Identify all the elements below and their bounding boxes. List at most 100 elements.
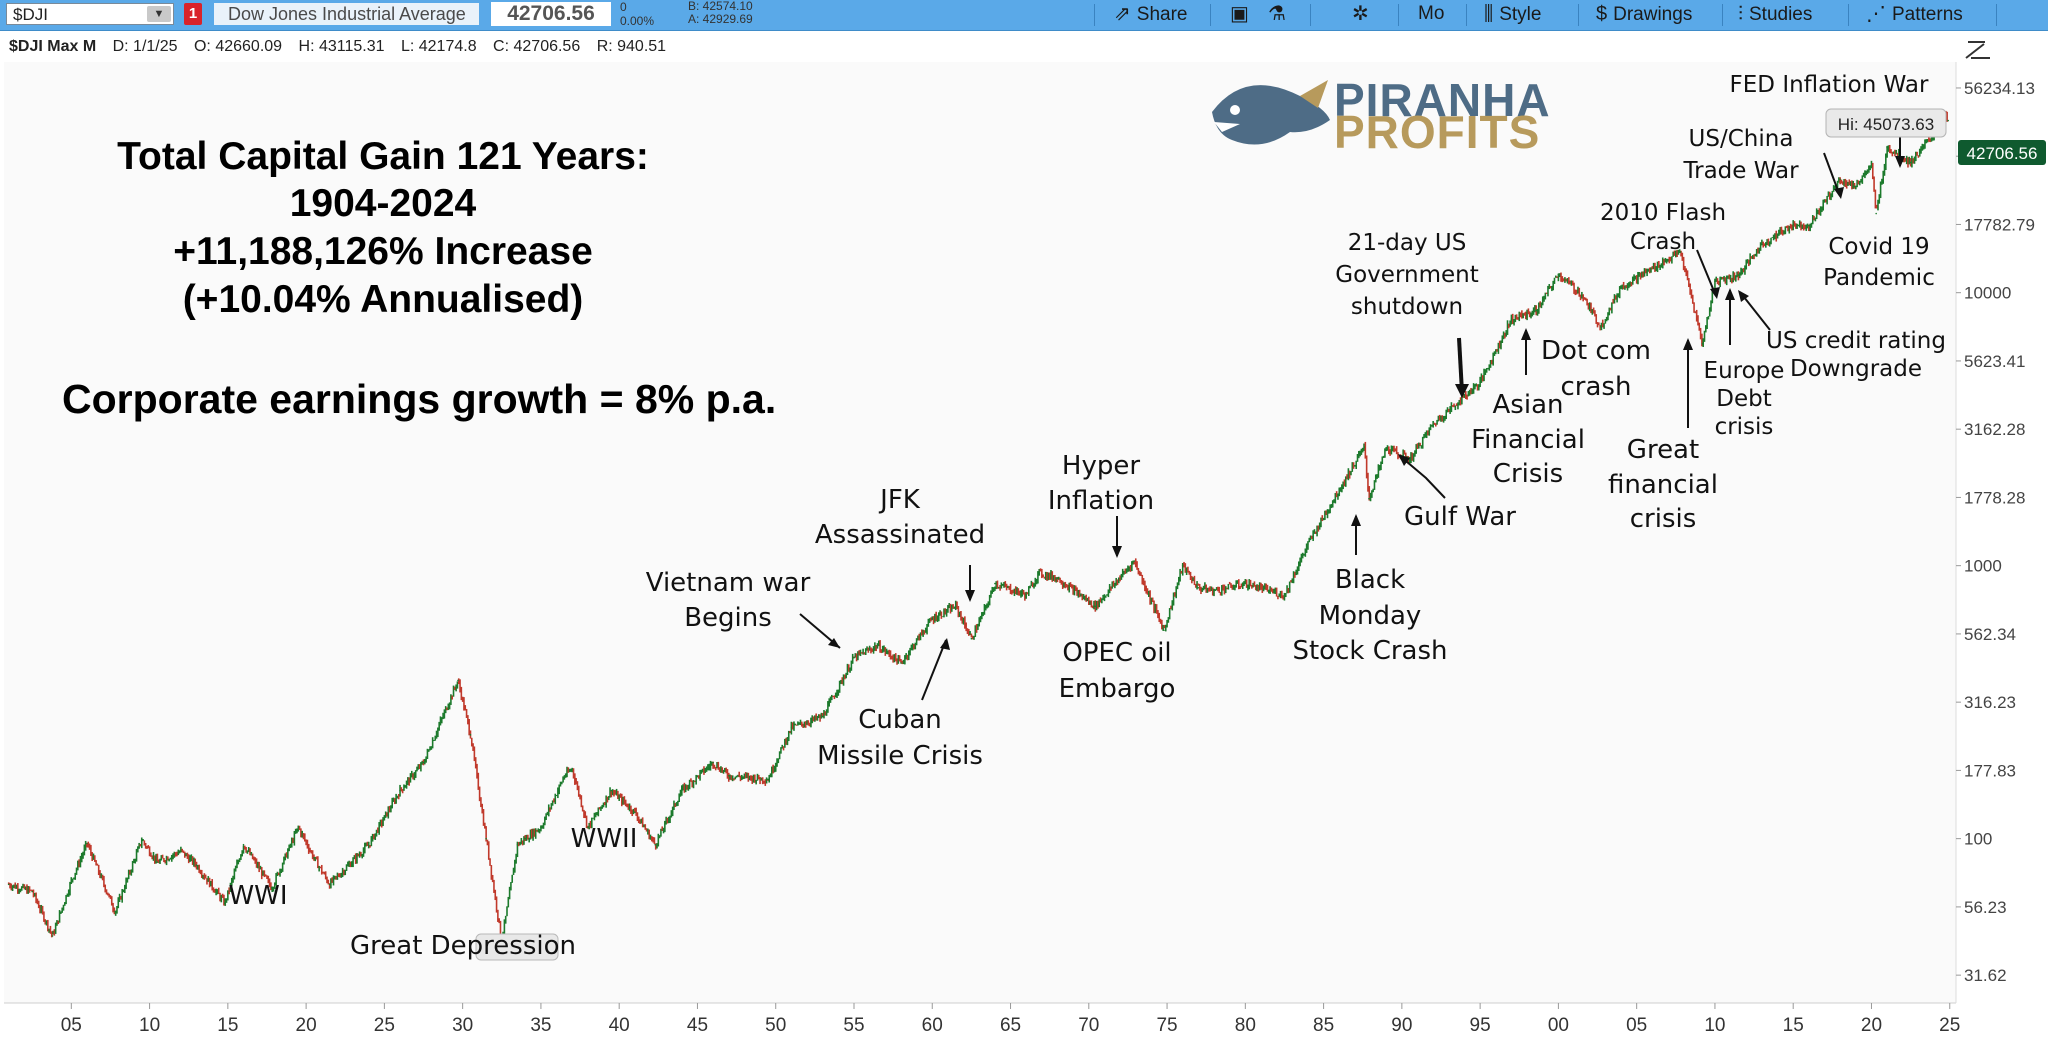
- series-point: [1909, 161, 1912, 164]
- series-point: [297, 826, 300, 829]
- series-point: [1808, 224, 1810, 227]
- change-block: 0 0.00%: [620, 0, 654, 28]
- share-button[interactable]: ⇗ Share: [1114, 0, 1187, 30]
- separator: [1094, 4, 1095, 26]
- drawings-button[interactable]: $ Drawings: [1596, 0, 1692, 30]
- series-point: [821, 715, 824, 718]
- series-point: [1853, 185, 1856, 188]
- series-point: [156, 861, 159, 863]
- series-point: [1557, 273, 1560, 275]
- x-axis: 05 10 15 20 25 30 35 40 45 50 55 60 65 70 75 80 85 90 95 00…: [61, 1003, 1960, 1036]
- x-tick-label: 70: [1078, 1015, 1099, 1036]
- arrowhead-icon: [1710, 287, 1720, 299]
- series-point: [313, 857, 315, 859]
- x-tick-label: 45: [687, 1015, 708, 1036]
- series-point: [195, 864, 198, 866]
- series-point: [1761, 243, 1763, 246]
- chart-symbol: $DJI Max M: [9, 38, 97, 55]
- last-price: 42706.56: [491, 2, 611, 26]
- label-credit-1: US credit rating: [1766, 328, 1946, 354]
- series-point: [712, 761, 714, 764]
- label-black-3: Stock Crash: [1292, 636, 1447, 666]
- label-asian-3: Crisis: [1493, 459, 1563, 489]
- label-vietnam-1: Vietnam war: [646, 568, 811, 598]
- series-point: [1620, 286, 1622, 288]
- y-tick-label: 56234.13: [1964, 79, 2035, 98]
- label-covid-1: Covid 19: [1828, 234, 1929, 260]
- x-tick-label: 25: [1939, 1015, 1960, 1036]
- series-point: [1037, 572, 1040, 574]
- last-price-marker-label: 42706.56: [1967, 144, 2038, 163]
- studies-button[interactable]: ⫶ Studies: [1738, 0, 1812, 30]
- style-label: Style: [1499, 4, 1542, 25]
- series-point: [180, 850, 182, 852]
- ohlc-infobar: $DJI Max M D: 1/1/25 O: 42660.09 H: 4311…: [0, 32, 669, 61]
- x-tick-label: 40: [609, 1015, 630, 1036]
- patterns-button[interactable]: ⋰ Patterns: [1866, 0, 1963, 30]
- headline-line4: (+10.04% Annualised): [183, 278, 584, 321]
- alert-badge[interactable]: 1: [184, 3, 202, 25]
- y-tick-label: 100: [1964, 830, 1992, 849]
- series-point: [1510, 318, 1513, 320]
- piranha-fin-icon: [1300, 80, 1328, 108]
- series-point: [114, 910, 116, 913]
- ohlc-range: R: 940.51: [596, 38, 667, 55]
- series-point: [270, 887, 273, 889]
- symbol-value: $DJI: [13, 5, 48, 24]
- y-tick-label: 56.23: [1964, 898, 2007, 917]
- piranha-teeth-icon: [1214, 122, 1240, 132]
- label-gfc-3: crisis: [1630, 504, 1697, 534]
- label-black-2: Monday: [1319, 601, 1422, 631]
- ohlc-low: L: 42174.8: [400, 38, 477, 55]
- ohlc-high: H: 43115.31: [298, 38, 385, 55]
- studies-icon: ⫶: [1738, 3, 1743, 25]
- y-tick-label: 316.23: [1964, 693, 2016, 712]
- label-uschina-1: US/China: [1689, 126, 1794, 152]
- snapshot-button[interactable]: ▣: [1230, 0, 1255, 30]
- series-point: [1094, 605, 1096, 608]
- instrument-name: Dow Jones Industrial Average: [214, 3, 479, 25]
- label-shutdown-2: Government: [1335, 262, 1478, 288]
- settings-button[interactable]: ✲: [1352, 0, 1375, 30]
- x-tick-label: 95: [1470, 1015, 1491, 1036]
- series-point: [485, 837, 487, 840]
- series-point: [1385, 447, 1388, 449]
- low-marker-bubble: [475, 933, 559, 961]
- patterns-icon: ⋰: [1866, 3, 1886, 25]
- y-axis: 31.62 56.23 100 177.83 316.23 562.34 1000 1778.…: [1956, 79, 2035, 985]
- series-point: [524, 837, 527, 840]
- high-marker-bubble: [1825, 108, 1947, 138]
- separator: [1848, 4, 1849, 26]
- piranha-logo: PIRANHA PROFITS: [1212, 74, 1550, 158]
- symbol-input[interactable]: $DJI ▼: [6, 3, 174, 25]
- series-point: [223, 902, 226, 905]
- ohlc-date: D: 1/1/25: [112, 38, 178, 55]
- mode-button[interactable]: Mo: [1418, 0, 1444, 30]
- series-point: [1307, 543, 1309, 545]
- label-gfc-2: financial: [1608, 470, 1718, 500]
- arrowhead-icon: [1683, 338, 1693, 350]
- arrowhead-icon: [1455, 384, 1469, 398]
- net-change: 0: [620, 0, 627, 14]
- studies-label: Studies: [1749, 4, 1813, 25]
- label-dotcom-2: crash: [1561, 372, 1632, 402]
- style-button[interactable]: ⫼ Style: [1484, 0, 1541, 30]
- flask-button[interactable]: ⚗: [1268, 0, 1292, 30]
- arrowhead-icon: [1521, 328, 1531, 340]
- y-tick-label: 17782.79: [1964, 215, 2035, 234]
- series-point: [610, 789, 613, 792]
- arrow-flash: [1696, 249, 1717, 297]
- ohlc-open: O: 42660.09: [193, 38, 283, 55]
- symbol-dropdown-icon[interactable]: ▼: [147, 6, 171, 22]
- series-point: [1792, 223, 1795, 226]
- chart-toggle-icon[interactable]: [1965, 41, 1990, 59]
- price-series: [7, 110, 1949, 948]
- arrow-gulf: [1399, 455, 1446, 499]
- pct-change: 0.00%: [620, 14, 655, 28]
- label-covid-2: Pandemic: [1823, 265, 1935, 291]
- x-tick-label: 10: [139, 1015, 160, 1036]
- series-point: [1581, 294, 1583, 296]
- label-europe-2: Debt: [1716, 386, 1771, 412]
- series-point: [422, 761, 425, 764]
